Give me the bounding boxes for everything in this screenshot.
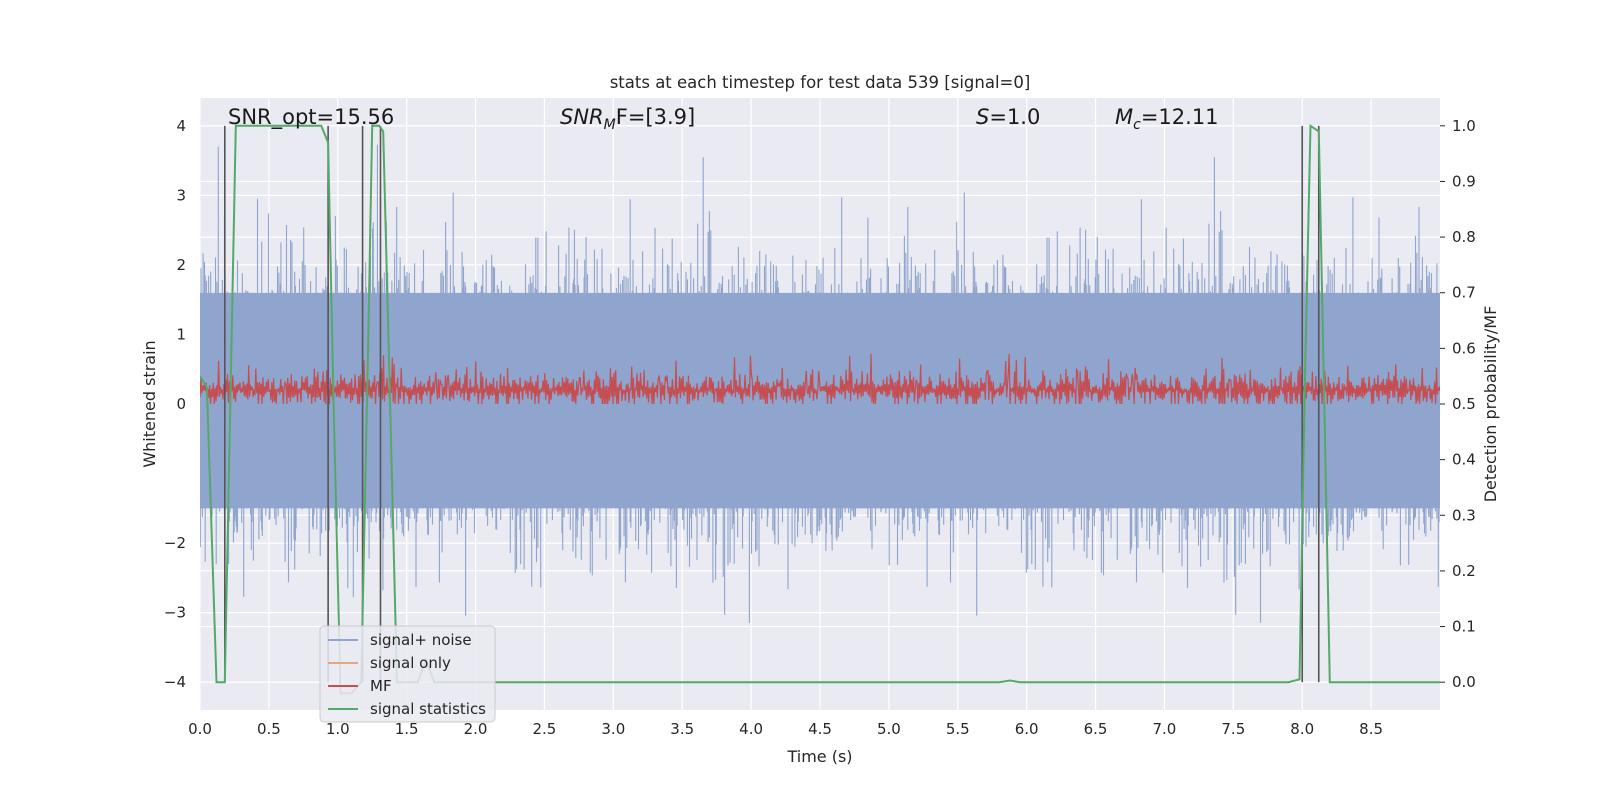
annotation-s-rest: =1.0 bbox=[989, 105, 1040, 129]
legend: signal+ noise signal only MF signal stat… bbox=[319, 625, 496, 723]
x-tick-label: 6.0 bbox=[1015, 720, 1039, 738]
annotation-s-main: S bbox=[976, 105, 989, 129]
annotation-snr-mf-main: SNR bbox=[560, 105, 604, 129]
annotation-s: S=1.0 bbox=[976, 105, 1040, 129]
y2-tick-label: 0.1 bbox=[1452, 618, 1476, 636]
y2-tick-label: 0.0 bbox=[1452, 673, 1476, 691]
y-tick-label: 0 bbox=[176, 395, 186, 413]
annotation-mc: Mc=12.11 bbox=[1115, 105, 1219, 133]
y-axis-right: 1.0 0.9 0.8 0.7 0.6 0.5 0.4 0.3 0.2 0.1 0.0 bbox=[1440, 117, 1476, 691]
x-tick-label: 4.5 bbox=[808, 720, 832, 738]
annotation-snr-opt: SNR_opt=15.56 bbox=[228, 105, 394, 130]
annotation-snr-mf-sub: M bbox=[604, 117, 616, 133]
legend-item-signal-statistics: signal statistics bbox=[328, 700, 486, 718]
x-tick-label: 4.0 bbox=[739, 720, 763, 738]
y2-tick-label: 0.4 bbox=[1452, 451, 1476, 469]
x-tick-label: 7.0 bbox=[1153, 720, 1177, 738]
legend-label-signal-noise: signal+ noise bbox=[370, 631, 472, 649]
annotation-snr-mf-rest: F=[3.9] bbox=[616, 105, 695, 129]
annotation-mc-sub: c bbox=[1133, 117, 1141, 133]
x-tick-label: 2.5 bbox=[533, 720, 557, 738]
y2-tick-label: 0.6 bbox=[1452, 339, 1476, 357]
y2-tick-label: 0.9 bbox=[1452, 172, 1476, 190]
y-tick-label: 2 bbox=[176, 256, 186, 274]
y-tick-label: −2 bbox=[164, 534, 186, 552]
data-layer bbox=[200, 123, 1440, 695]
x-tick-label: 0.0 bbox=[188, 720, 212, 738]
legend-box bbox=[319, 625, 496, 723]
annotation-mc-main: M bbox=[1115, 105, 1133, 129]
y2-tick-label: 0.5 bbox=[1452, 395, 1476, 413]
y-axis-left: 4 3 2 1 0 −2 −3 −4 bbox=[164, 117, 186, 691]
x-axis-label: Time (s) bbox=[786, 747, 852, 766]
legend-label-signal-only: signal only bbox=[370, 654, 451, 672]
y2-tick-label: 1.0 bbox=[1452, 117, 1476, 135]
y2-tick-label: 0.2 bbox=[1452, 562, 1476, 580]
x-tick-label: 1.5 bbox=[395, 720, 419, 738]
legend-label-signal-statistics: signal statistics bbox=[370, 700, 486, 718]
x-axis: 0.0 0.5 1.0 1.5 2.0 2.5 3.0 3.5 4.0 4.5 5.0 5.5 6.0 6… bbox=[188, 720, 1383, 738]
x-tick-label: 8.0 bbox=[1290, 720, 1314, 738]
y-tick-label: 1 bbox=[176, 325, 186, 343]
x-tick-label: 3.5 bbox=[670, 720, 694, 738]
legend-item-signal-noise: signal+ noise bbox=[328, 631, 472, 649]
x-tick-label: 5.5 bbox=[946, 720, 970, 738]
y2-tick-label: 0.7 bbox=[1452, 284, 1476, 302]
y-tick-label: 4 bbox=[176, 117, 186, 135]
x-tick-label: 7.5 bbox=[1221, 720, 1245, 738]
series-mf bbox=[200, 353, 1440, 405]
annotation-snr-mf: SNRMF=[3.9] bbox=[560, 105, 695, 133]
x-tick-label: 0.5 bbox=[257, 720, 281, 738]
chart-title: stats at each timestep for test data 539… bbox=[610, 73, 1031, 92]
legend-item-signal-only: signal only bbox=[328, 654, 451, 672]
y-tick-label: −4 bbox=[164, 673, 186, 691]
x-tick-label: 6.5 bbox=[1084, 720, 1108, 738]
series-signal-noise-core bbox=[200, 292, 1440, 509]
y2-axis-label: Detection probability/MF bbox=[1481, 306, 1500, 503]
y-tick-label: 3 bbox=[176, 186, 186, 204]
y2-tick-label: 0.8 bbox=[1452, 228, 1476, 246]
y2-tick-label: 0.3 bbox=[1452, 506, 1476, 524]
x-tick-label: 3.0 bbox=[601, 720, 625, 738]
x-tick-label: 8.5 bbox=[1359, 720, 1383, 738]
legend-item-mf: MF bbox=[328, 677, 392, 695]
x-tick-label: 1.0 bbox=[326, 720, 350, 738]
y-tick-label: −3 bbox=[164, 604, 186, 622]
legend-label-mf: MF bbox=[370, 677, 392, 695]
annotation-mc-rest: =12.11 bbox=[1141, 105, 1219, 129]
x-tick-label: 2.0 bbox=[464, 720, 488, 738]
x-tick-label: 5.0 bbox=[877, 720, 901, 738]
y-axis-label: Whitened strain bbox=[140, 340, 159, 467]
